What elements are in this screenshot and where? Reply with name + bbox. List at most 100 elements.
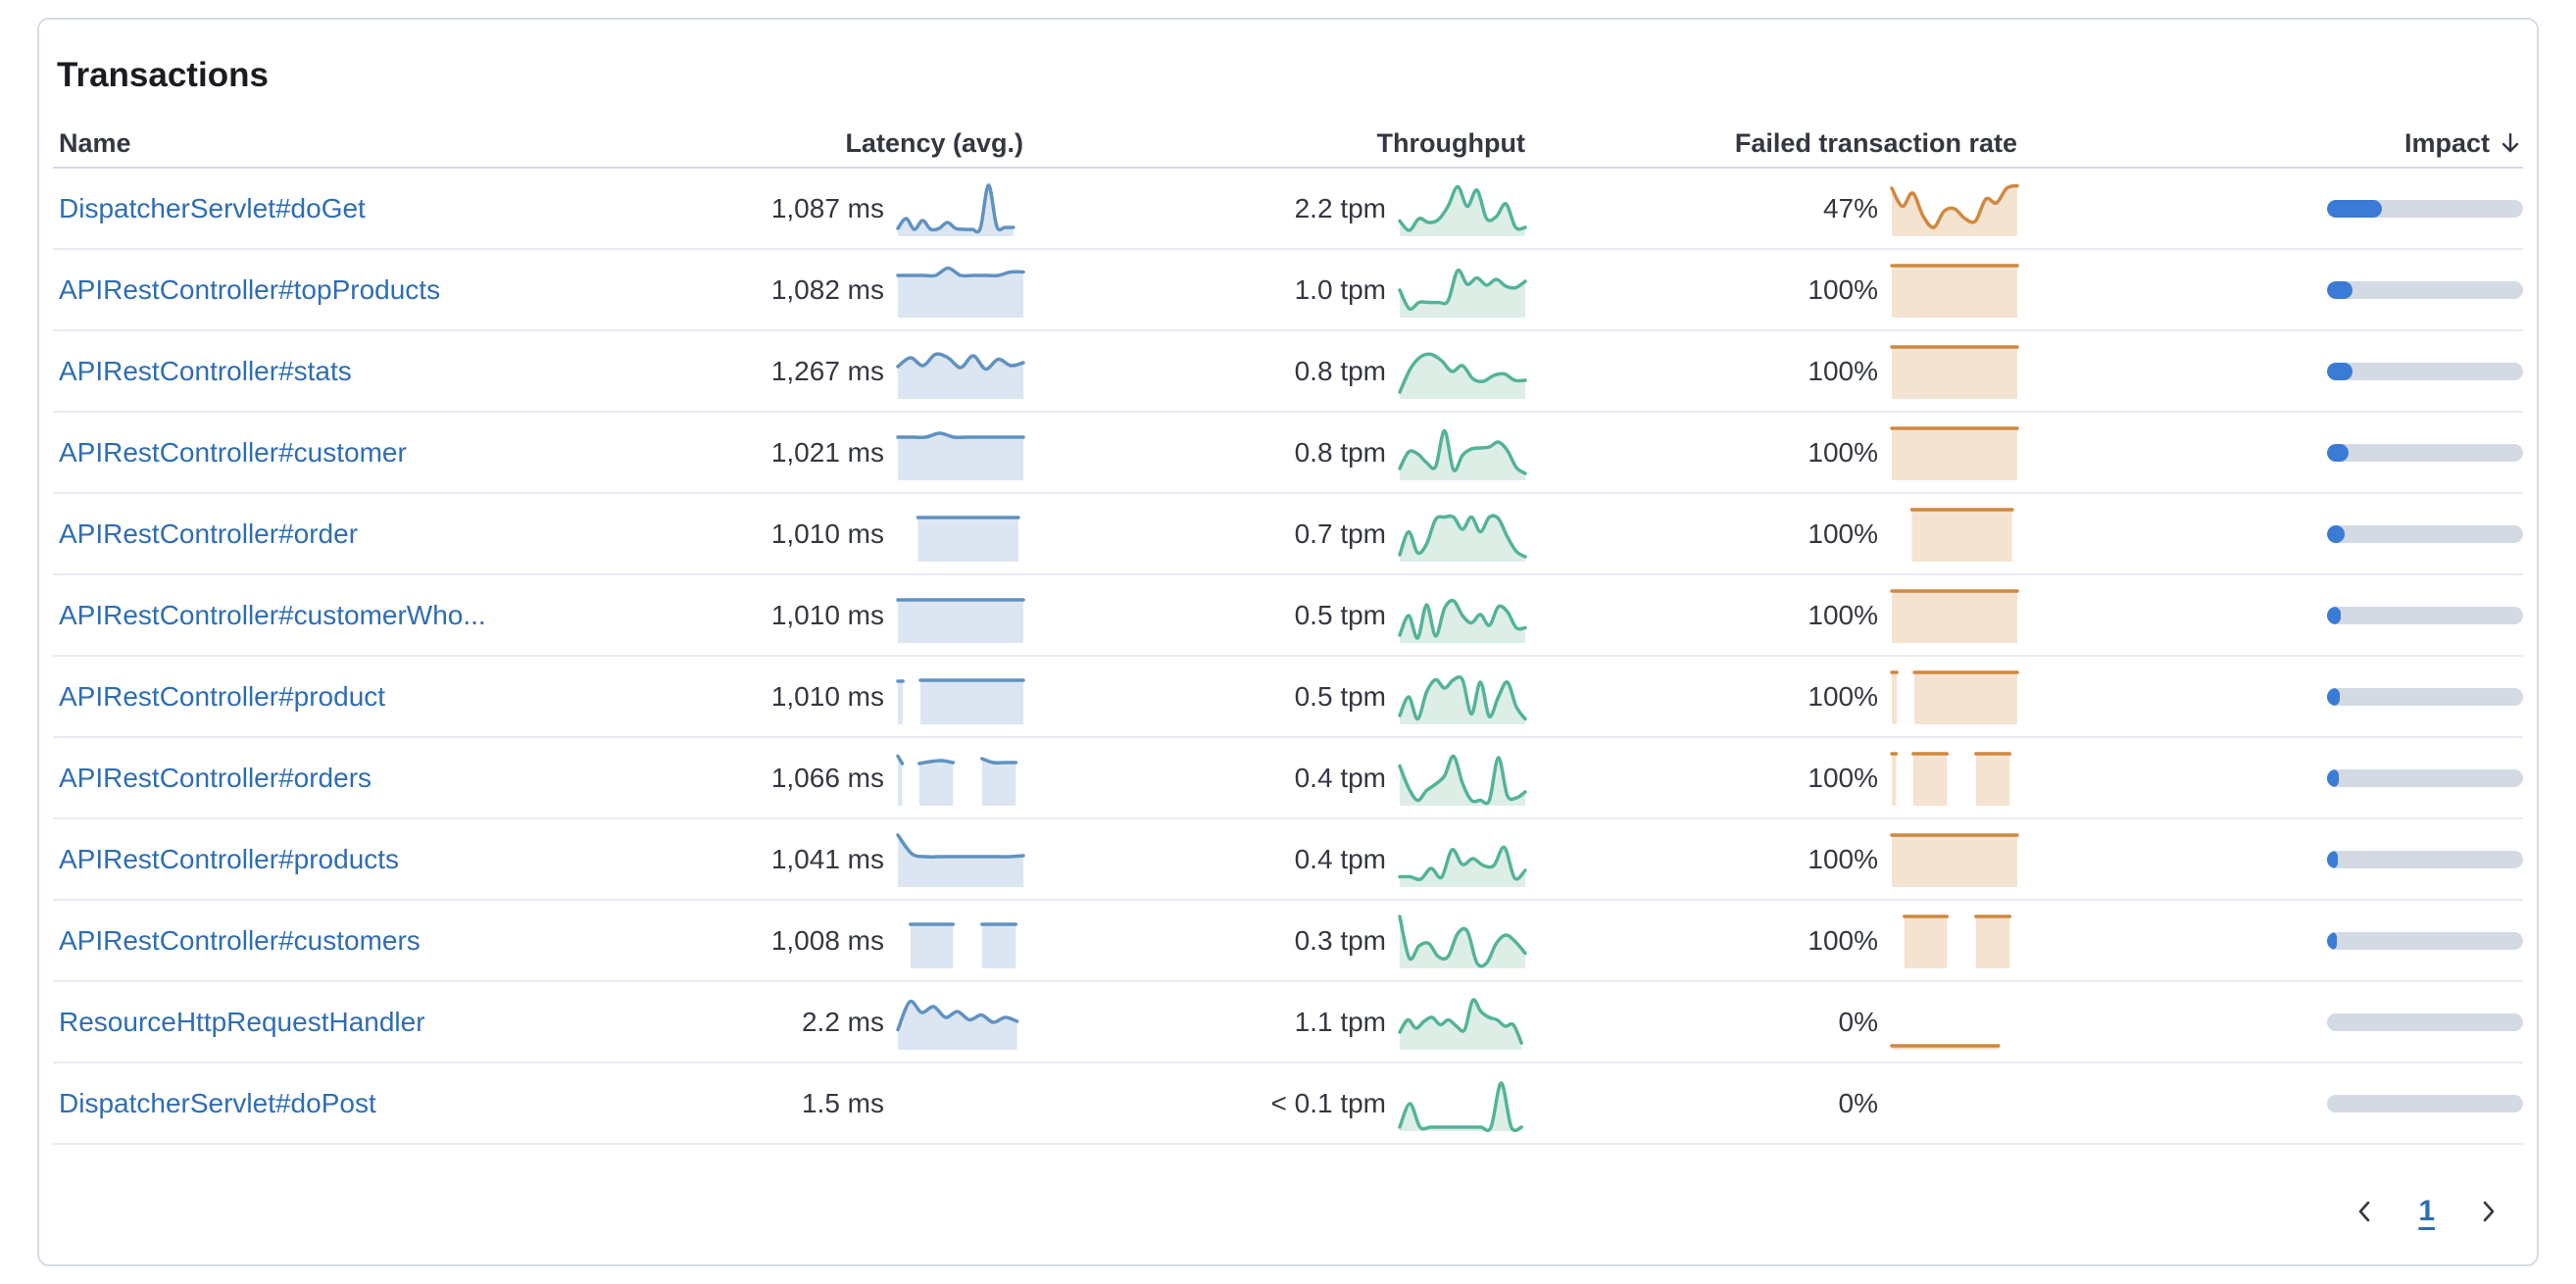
transaction-name-link[interactable]: DispatcherServlet#doGet: [59, 192, 366, 223]
latency-sparkline: [896, 588, 1025, 643]
latency-sparkline: [896, 832, 1025, 887]
latency-value: 1,021 ms: [770, 436, 884, 468]
failed-rate-value: 100%: [1808, 924, 1878, 956]
transaction-name-link[interactable]: DispatcherServlet#doPost: [59, 1087, 376, 1118]
impact-bar-fill: [2327, 850, 2338, 868]
transaction-name-link[interactable]: APIRestController#product: [59, 680, 386, 712]
throughput-value: < 0.1 tpm: [1270, 1087, 1386, 1118]
throughput-value: 0.4 tpm: [1294, 762, 1386, 793]
latency-value: 1.5 ms: [801, 1087, 884, 1118]
impact-bar-fill: [2327, 687, 2340, 706]
failed-rate-sparkline: [1892, 1076, 2017, 1131]
latency-sparkline: [896, 751, 1023, 806]
column-header-latency[interactable]: Latency (avg.): [845, 127, 1023, 158]
failed-rate-value: 100%: [1808, 518, 1878, 549]
table-row: DispatcherServlet#doPost 1.5 ms < 0.1 tp…: [53, 1063, 2523, 1145]
chevron-left-icon: [2352, 1198, 2379, 1225]
transaction-name-link[interactable]: APIRestController#stats: [59, 355, 352, 386]
transaction-name-link[interactable]: APIRestController#customerWho...: [59, 599, 486, 630]
failed-rate-sparkline: [1890, 181, 2019, 236]
impact-bar-fill: [2327, 362, 2353, 380]
throughput-sparkline: [1398, 263, 1527, 318]
throughput-sparkline: [1398, 1076, 1525, 1132]
column-header-impact-label: Impact: [2403, 127, 2490, 158]
transaction-name-link[interactable]: APIRestController#customers: [59, 924, 421, 956]
panel-title: Transactions: [57, 56, 269, 94]
table-row: APIRestController#stats 1,267 ms 0.8 tpm…: [53, 331, 2523, 413]
previous-page-button[interactable]: [2348, 1194, 2383, 1229]
latency-sparkline: [896, 995, 1023, 1050]
impact-bar-fill: [2327, 606, 2341, 624]
failed-rate-value: 0%: [1838, 1087, 1878, 1118]
latency-value: 1,082 ms: [770, 273, 884, 305]
throughput-sparkline: [1398, 181, 1527, 236]
failed-rate-sparkline: [1890, 751, 2017, 806]
throughput-value: 1.1 tpm: [1294, 1006, 1386, 1037]
throughput-sparkline: [1398, 832, 1527, 887]
table-row: DispatcherServlet#doGet 1,087 ms 2.2 tpm…: [53, 169, 2523, 250]
failed-rate-value: 0%: [1838, 1006, 1878, 1037]
latency-value: 1,010 ms: [770, 680, 884, 712]
impact-bar: [2327, 524, 2523, 543]
latency-value: 1,008 ms: [770, 924, 884, 956]
failed-rate-value: 100%: [1808, 273, 1878, 305]
pagination: 1: [53, 1182, 2523, 1241]
impact-bar-fill: [2327, 443, 2349, 462]
table-row: ResourceHttpRequestHandler 2.2 ms 1.1 tp…: [53, 982, 2523, 1063]
latency-sparkline: [896, 263, 1025, 318]
impact-bar-fill: [2327, 280, 2353, 299]
transaction-name-link[interactable]: ResourceHttpRequestHandler: [59, 1006, 425, 1037]
throughput-value: 0.8 tpm: [1294, 436, 1386, 468]
column-header-impact[interactable]: Impact: [2017, 128, 2523, 159]
transaction-name-link[interactable]: APIRestController#orders: [59, 762, 372, 793]
table-row: APIRestController#product 1,010 ms 0.5 t…: [53, 657, 2523, 738]
failed-rate-sparkline: [1892, 914, 2017, 968]
table-row: APIRestController#customer 1,021 ms 0.8 …: [53, 413, 2523, 494]
column-header-name[interactable]: Name: [59, 127, 131, 158]
table-row: APIRestController#customers 1,008 ms 0.3…: [53, 901, 2523, 982]
throughput-value: 0.8 tpm: [1294, 355, 1386, 386]
throughput-value: 2.2 tpm: [1294, 192, 1386, 223]
impact-bar: [2327, 1094, 2523, 1112]
impact-bar-fill: [2327, 768, 2339, 787]
impact-bar-fill: [2327, 931, 2337, 950]
throughput-sparkline: [1398, 588, 1527, 643]
transaction-name-link[interactable]: APIRestController#customer: [59, 436, 407, 468]
failed-rate-sparkline: [1890, 344, 2019, 399]
throughput-sparkline: [1398, 751, 1527, 806]
column-header-throughput[interactable]: Throughput: [1376, 127, 1525, 158]
latency-value: 1,087 ms: [770, 192, 884, 223]
impact-bar: [2327, 280, 2523, 299]
failed-rate-sparkline: [1890, 832, 2019, 887]
failed-rate-sparkline: [1890, 588, 2019, 643]
failed-rate-value: 100%: [1808, 436, 1878, 468]
column-header-failed-rate[interactable]: Failed transaction rate: [1734, 127, 2017, 158]
transaction-name-link[interactable]: APIRestController#topProducts: [59, 273, 441, 305]
transaction-name-link[interactable]: APIRestController#order: [59, 518, 359, 549]
table-row: APIRestController#order 1,010 ms 0.7 tpm…: [53, 494, 2523, 575]
impact-bar: [2327, 768, 2523, 787]
throughput-value: 0.3 tpm: [1294, 924, 1386, 956]
transaction-name-link[interactable]: APIRestController#products: [59, 843, 400, 874]
latency-value: 1,066 ms: [770, 762, 884, 793]
impact-bar: [2327, 443, 2523, 462]
throughput-sparkline: [1398, 344, 1527, 399]
impact-bar: [2327, 687, 2523, 706]
throughput-value: 1.0 tpm: [1294, 273, 1386, 305]
throughput-sparkline: [1398, 914, 1527, 968]
transactions-panel: Transactions Name Latency (avg.) Through…: [37, 18, 2539, 1266]
chevron-right-icon: [2474, 1198, 2502, 1225]
impact-bar-fill: [2327, 199, 2382, 218]
impact-bar: [2327, 931, 2523, 950]
impact-bar: [2327, 606, 2523, 624]
throughput-sparkline: [1398, 669, 1527, 724]
page-number-1[interactable]: 1: [2418, 1195, 2435, 1227]
throughput-sparkline: [1398, 425, 1527, 480]
throughput-sparkline: [1398, 995, 1525, 1050]
table-row: APIRestController#orders 1,066 ms 0.4 tp…: [53, 738, 2523, 819]
latency-value: 1,267 ms: [770, 355, 884, 386]
table-body: DispatcherServlet#doGet 1,087 ms 2.2 tpm…: [53, 169, 2523, 1145]
latency-sparkline: [898, 914, 1023, 968]
failed-rate-sparkline: [1890, 669, 2019, 724]
next-page-button[interactable]: [2470, 1194, 2505, 1229]
